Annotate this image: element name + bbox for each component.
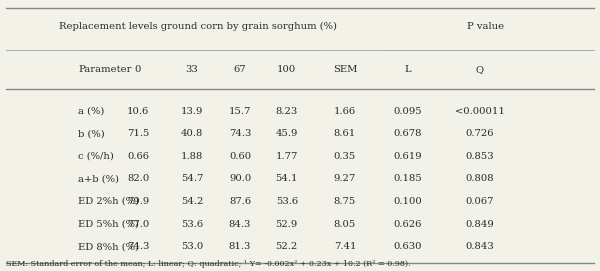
Text: 0.849: 0.849 [466,220,494,229]
Text: 7.41: 7.41 [334,242,356,251]
Text: 0.067: 0.067 [466,197,494,206]
Text: 52.9: 52.9 [275,220,298,229]
Text: 0.843: 0.843 [466,242,494,251]
Text: 90.0: 90.0 [229,174,251,183]
Text: 0.626: 0.626 [394,220,422,229]
Text: c (%/h): c (%/h) [78,151,114,161]
Text: 0.630: 0.630 [394,242,422,251]
Text: 74.3: 74.3 [229,129,251,138]
Text: 77.0: 77.0 [127,220,149,229]
Text: 9.27: 9.27 [334,174,356,183]
Text: ED 2%h (%): ED 2%h (%) [78,197,139,206]
Text: 82.0: 82.0 [127,174,149,183]
Text: 54.7: 54.7 [181,174,203,183]
Text: 0.66: 0.66 [127,151,149,161]
Text: <0.00011: <0.00011 [455,107,505,116]
Text: 33: 33 [185,64,199,74]
Text: P value: P value [467,22,505,31]
Text: 45.9: 45.9 [275,129,298,138]
Text: 71.5: 71.5 [127,129,149,138]
Text: 0.808: 0.808 [466,174,494,183]
Text: a+b (%): a+b (%) [78,174,119,183]
Text: 79.9: 79.9 [127,197,149,206]
Text: ED 5%h (%): ED 5%h (%) [78,220,139,229]
Text: SEM: SEM [333,64,357,74]
Text: 54.2: 54.2 [181,197,203,206]
Text: 74.3: 74.3 [127,242,149,251]
Text: 8.61: 8.61 [334,129,356,138]
Text: 84.3: 84.3 [229,220,251,229]
Text: b (%): b (%) [78,129,105,138]
Text: 0.35: 0.35 [334,151,356,161]
Text: 0: 0 [135,64,141,74]
Text: L: L [404,64,412,74]
Text: 53.0: 53.0 [181,242,203,251]
Text: 0.678: 0.678 [394,129,422,138]
Text: ED 8%h (%): ED 8%h (%) [78,242,139,251]
Text: 1.66: 1.66 [334,107,356,116]
Text: 0.60: 0.60 [229,151,251,161]
Text: a (%): a (%) [78,107,104,116]
Text: 15.7: 15.7 [229,107,251,116]
Text: 54.1: 54.1 [275,174,298,183]
Text: 53.6: 53.6 [276,197,298,206]
Text: 81.3: 81.3 [229,242,251,251]
Text: 1.88: 1.88 [181,151,203,161]
Text: 1.77: 1.77 [275,151,298,161]
Text: 0.619: 0.619 [394,151,422,161]
Text: 0.726: 0.726 [466,129,494,138]
Text: 40.8: 40.8 [181,129,203,138]
Text: 10.6: 10.6 [127,107,149,116]
Text: 8.05: 8.05 [334,220,356,229]
Text: 0.185: 0.185 [394,174,422,183]
Text: 13.9: 13.9 [181,107,203,116]
Text: 52.2: 52.2 [275,242,298,251]
Text: 8.75: 8.75 [334,197,356,206]
Text: Replacement levels ground corn by grain sorghum (%): Replacement levels ground corn by grain … [59,22,337,31]
Text: 100: 100 [277,64,296,74]
Text: 0.100: 0.100 [394,197,422,206]
Text: Q: Q [476,64,484,74]
Text: 0.853: 0.853 [466,151,494,161]
Text: 67: 67 [233,64,247,74]
Text: 53.6: 53.6 [181,220,203,229]
Text: Parameter: Parameter [78,64,131,74]
Text: 8.23: 8.23 [275,107,298,116]
Text: SEM: Standard error of the mean; L: linear; Q: quadratic; ¹ Y= -0.002x² + 0.23x : SEM: Standard error of the mean; L: line… [6,260,410,268]
Text: 87.6: 87.6 [229,197,251,206]
Text: 0.095: 0.095 [394,107,422,116]
